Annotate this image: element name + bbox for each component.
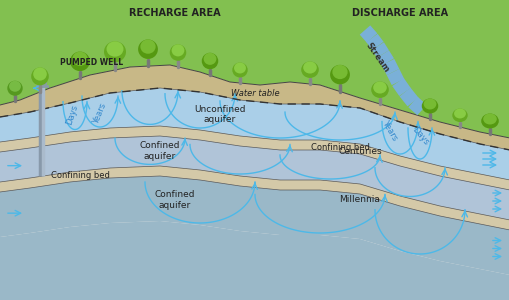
- Ellipse shape: [31, 68, 49, 85]
- Text: RECHARGE AREA: RECHARGE AREA: [129, 8, 220, 18]
- Ellipse shape: [33, 68, 47, 81]
- Ellipse shape: [104, 41, 126, 62]
- Polygon shape: [408, 97, 426, 115]
- Polygon shape: [0, 126, 509, 190]
- Ellipse shape: [329, 65, 349, 84]
- Polygon shape: [0, 166, 509, 230]
- Text: DISCHARGE AREA: DISCHARGE AREA: [351, 8, 447, 18]
- Polygon shape: [0, 221, 509, 300]
- Text: PUMPED WELL: PUMPED WELL: [60, 58, 123, 67]
- Text: Confining bed: Confining bed: [50, 172, 109, 181]
- Polygon shape: [359, 26, 377, 43]
- Polygon shape: [376, 50, 393, 66]
- Text: Millennia: Millennia: [339, 196, 380, 205]
- Ellipse shape: [70, 52, 90, 71]
- Ellipse shape: [301, 61, 318, 78]
- Polygon shape: [0, 65, 509, 150]
- Ellipse shape: [232, 62, 247, 77]
- Ellipse shape: [482, 113, 496, 124]
- Ellipse shape: [480, 113, 498, 128]
- Ellipse shape: [234, 62, 245, 74]
- Polygon shape: [386, 69, 404, 85]
- Ellipse shape: [371, 81, 388, 98]
- Text: Days: Days: [409, 125, 430, 147]
- Text: Confining bed: Confining bed: [310, 142, 369, 152]
- Ellipse shape: [172, 44, 184, 56]
- Polygon shape: [365, 34, 383, 50]
- Polygon shape: [399, 88, 418, 106]
- Polygon shape: [0, 176, 509, 275]
- Text: Confined
aquifer: Confined aquifer: [154, 190, 195, 210]
- Ellipse shape: [72, 52, 88, 66]
- Ellipse shape: [453, 109, 465, 118]
- Ellipse shape: [332, 65, 347, 79]
- Text: Unconfined
aquifer: Unconfined aquifer: [194, 105, 245, 124]
- Text: Centuries: Centuries: [337, 146, 381, 155]
- Ellipse shape: [373, 81, 386, 94]
- Ellipse shape: [140, 39, 155, 54]
- Polygon shape: [381, 59, 399, 75]
- Ellipse shape: [202, 53, 218, 69]
- Text: Days: Days: [64, 103, 79, 126]
- Ellipse shape: [303, 61, 316, 74]
- Ellipse shape: [169, 44, 186, 61]
- Text: Years: Years: [380, 119, 399, 142]
- Ellipse shape: [423, 98, 436, 110]
- Ellipse shape: [451, 109, 467, 122]
- Polygon shape: [391, 78, 410, 96]
- Ellipse shape: [421, 98, 437, 113]
- Ellipse shape: [203, 53, 216, 65]
- Polygon shape: [0, 88, 509, 180]
- Ellipse shape: [138, 39, 158, 59]
- Ellipse shape: [9, 81, 21, 92]
- Polygon shape: [372, 42, 388, 58]
- Text: Water table: Water table: [230, 88, 279, 98]
- Text: Confined
aquifer: Confined aquifer: [139, 141, 180, 161]
- Text: Years: Years: [92, 102, 108, 125]
- Text: Stream: Stream: [363, 41, 390, 75]
- Polygon shape: [0, 0, 509, 138]
- Ellipse shape: [7, 81, 23, 96]
- Polygon shape: [0, 136, 509, 220]
- Ellipse shape: [106, 41, 123, 57]
